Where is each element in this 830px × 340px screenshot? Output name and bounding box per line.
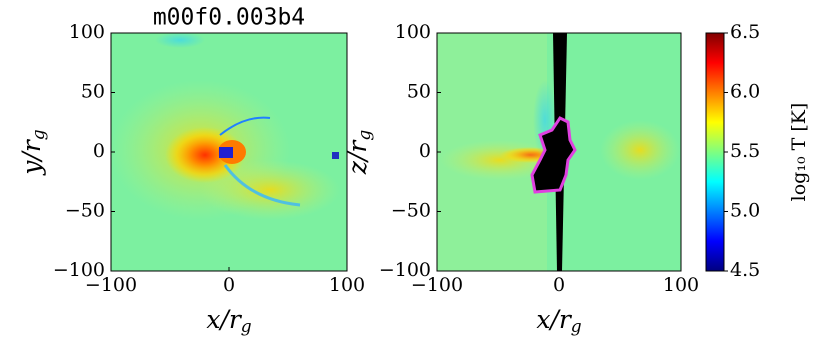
colorbar xyxy=(705,32,725,272)
y-tick-label: −100 xyxy=(53,259,105,281)
y-tick-label: 100 xyxy=(395,21,431,43)
x-tick-label: 100 xyxy=(663,274,699,296)
colorbar-tick-label: 5.0 xyxy=(730,200,760,222)
colorbar-tick-label: 4.5 xyxy=(730,259,760,281)
x-tick-label: −100 xyxy=(85,274,137,296)
y-axis-label: y/rg xyxy=(17,129,49,176)
y-tick-label: 50 xyxy=(81,81,105,103)
x-tick-label: 0 xyxy=(553,274,565,296)
x-tick-label: −100 xyxy=(411,274,463,296)
y-tick-label: 100 xyxy=(69,21,105,43)
y-tick-label: −100 xyxy=(379,259,431,281)
chart-title: m00f0.003b4 xyxy=(153,5,305,31)
y-tick-label: 0 xyxy=(93,140,105,162)
colorbar-label: log₁₀ T [K] xyxy=(788,103,810,202)
x-axis-label: x/rg xyxy=(206,305,251,337)
x-axis-label: x/rg xyxy=(536,305,581,337)
heatmap-image xyxy=(437,33,681,271)
x-tick-label: 0 xyxy=(223,274,235,296)
colorbar-tick-label: 6.5 xyxy=(730,21,760,43)
y-tick-label: −50 xyxy=(65,200,105,222)
colorbar-tick-label: 6.0 xyxy=(730,81,760,103)
heatmap-image xyxy=(111,33,347,271)
y-axis-label: z/rg xyxy=(343,130,375,176)
y-tick-label: 0 xyxy=(419,140,431,162)
y-tick-label: 50 xyxy=(407,81,431,103)
colorbar-tick-label: 5.5 xyxy=(730,140,760,162)
x-tick-label: 100 xyxy=(329,274,365,296)
y-tick-label: −50 xyxy=(391,200,431,222)
